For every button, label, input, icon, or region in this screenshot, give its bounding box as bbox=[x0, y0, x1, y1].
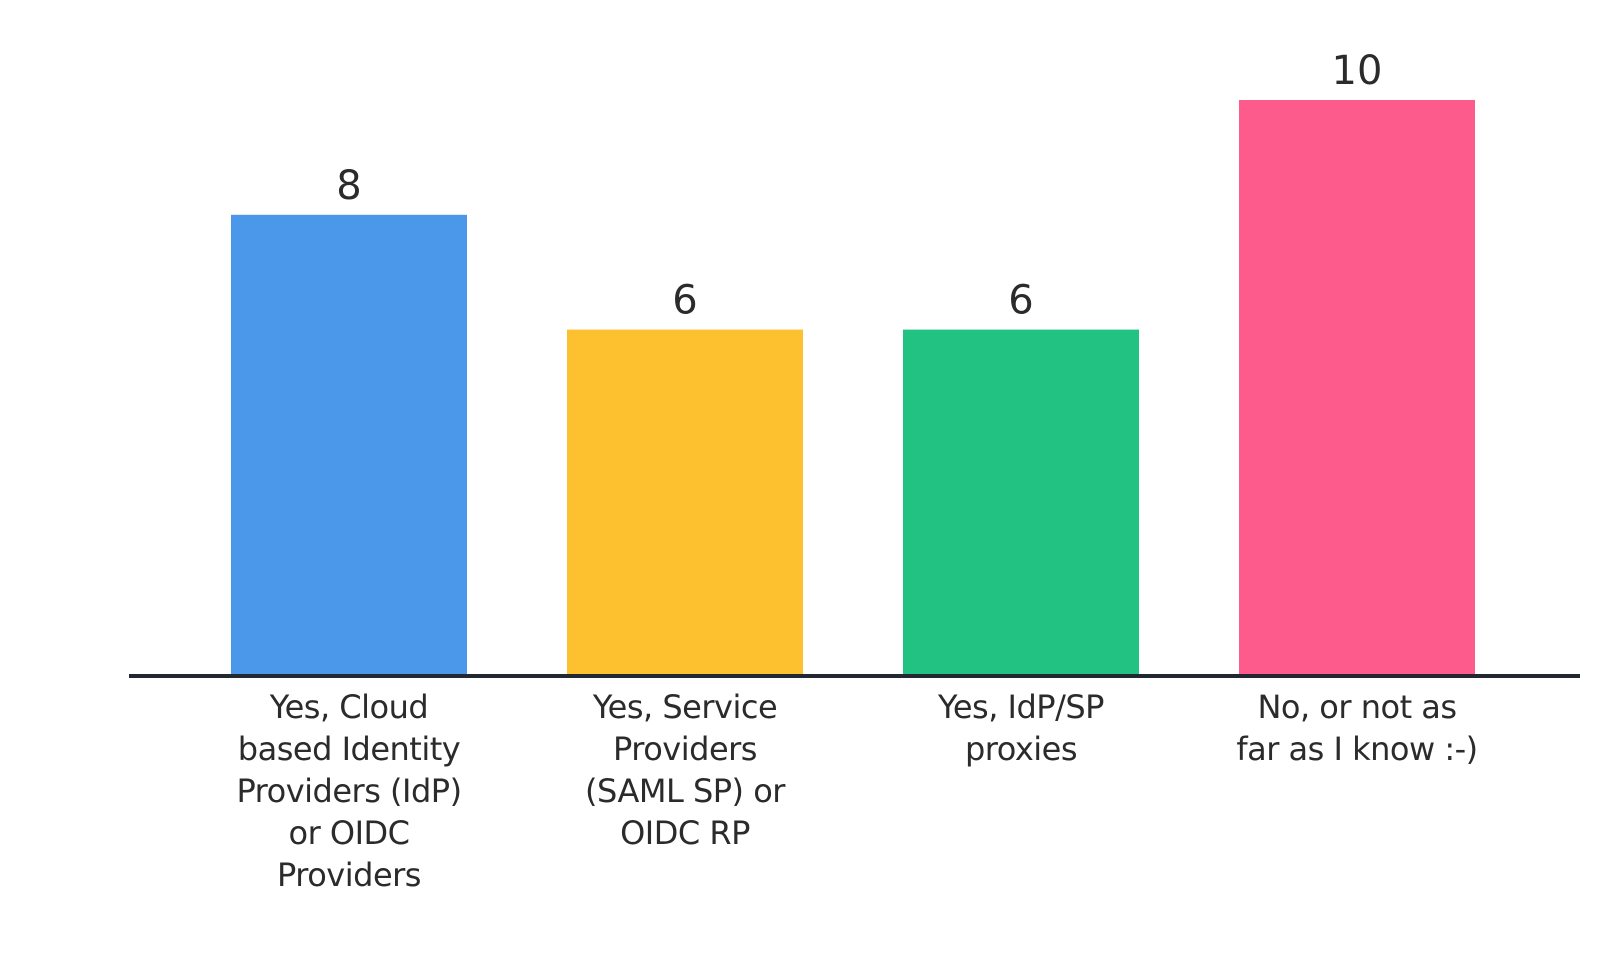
category-label-4: No, or not as far as I know :-) bbox=[1236, 688, 1478, 768]
value-labels-layer: 8 6 6 10 bbox=[336, 48, 1382, 324]
bar-3 bbox=[903, 329, 1139, 674]
bars-layer bbox=[231, 100, 1475, 675]
category-label-2: Yes, Service Providers (SAML SP) or OIDC… bbox=[585, 688, 785, 852]
value-label-1: 8 bbox=[336, 163, 361, 209]
category-label-1: Yes, Cloud based Identity Providers (IdP… bbox=[236, 688, 462, 894]
bar-1 bbox=[231, 214, 467, 675]
value-label-4: 10 bbox=[1332, 48, 1383, 94]
category-label-3: Yes, IdP/SP proxies bbox=[938, 688, 1104, 768]
value-label-2: 6 bbox=[672, 278, 697, 324]
bar-2 bbox=[567, 329, 803, 674]
bar-4 bbox=[1239, 100, 1475, 674]
value-label-3: 6 bbox=[1008, 278, 1033, 324]
